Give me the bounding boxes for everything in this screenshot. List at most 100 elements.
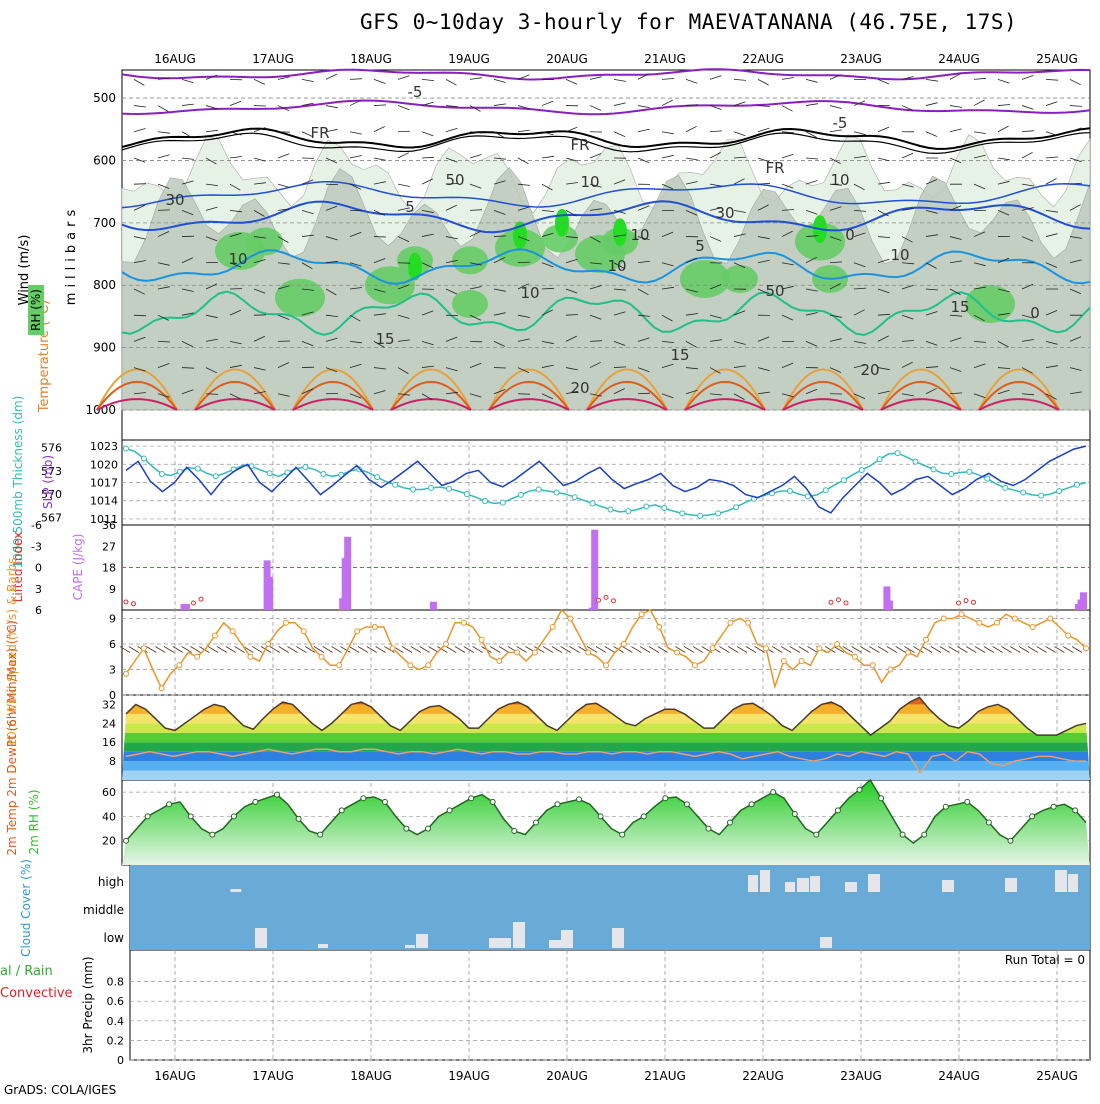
rh-line-marker — [1051, 804, 1056, 809]
surface-wind-barb — [499, 647, 509, 653]
cloud-low-bar — [318, 944, 328, 948]
contour-label: 50 — [445, 171, 464, 189]
wind-speed-line-marker — [195, 654, 200, 659]
wind-tick-label: 3 — [109, 664, 116, 677]
cloud-high-bar — [785, 882, 795, 892]
rh-area-70 — [275, 279, 325, 317]
thickness-line-marker — [429, 485, 434, 490]
millibars-label-wrap: millibars — [64, 205, 79, 305]
run-total-label: Run Total = 0 — [1005, 953, 1085, 967]
wind-barb — [566, 79, 577, 84]
surface-wind-barb — [146, 647, 156, 653]
thickness-line-marker — [895, 451, 900, 456]
rh-line-marker — [231, 814, 236, 819]
wind-barb — [398, 131, 410, 132]
wind-speed-line-marker — [941, 616, 946, 621]
rh-tick-label: 60 — [102, 786, 116, 799]
wind-barb — [926, 132, 937, 137]
wind-barb — [830, 106, 842, 109]
li-marker — [124, 600, 128, 604]
wind-barb — [758, 106, 770, 107]
surface-wind-barb — [1054, 647, 1064, 653]
thickness-line-marker — [877, 457, 882, 462]
surface-wind-barb — [191, 647, 201, 653]
cape-bar — [886, 601, 893, 610]
top-date-label: 22AUG — [742, 52, 784, 66]
li-tick-label: 3 — [35, 583, 42, 596]
surface-wind-barb — [649, 647, 659, 653]
rh-line-marker — [490, 799, 495, 804]
wind-barb — [350, 132, 362, 134]
thickness-line-marker — [124, 446, 129, 451]
wind-speed-line-marker — [319, 654, 324, 659]
wind-barb — [278, 154, 289, 158]
contour-label: FR — [310, 124, 329, 142]
thickness-line-marker — [859, 468, 864, 473]
precip-axis-label-wrap: 3hr Precip (mm) — [81, 956, 95, 1053]
thickness-line-marker — [608, 507, 613, 512]
wind-barb — [326, 106, 338, 108]
wind-barb — [350, 156, 362, 158]
wind-speed-line-marker — [835, 642, 840, 647]
wind-barb — [782, 78, 794, 80]
thickness-tick-label: 567 — [41, 511, 62, 524]
wind-speed-line-marker — [675, 650, 680, 655]
wind-speed-line-marker — [657, 625, 662, 630]
rh-line-marker — [124, 838, 129, 843]
wind-barb — [278, 184, 290, 187]
rh-area-70 — [452, 290, 488, 318]
surface-wind-barb — [323, 647, 333, 653]
thickness-line-marker — [787, 489, 792, 494]
rh-line-marker — [210, 832, 215, 837]
cloud-high-bar — [1068, 874, 1078, 892]
surface-wind-barb — [155, 647, 165, 653]
wind-barb — [782, 106, 793, 112]
bottom-date-label: 16AUG — [154, 1069, 196, 1083]
temp-axis-label-wrap: 2m Temp 2m DewPt (6hr Min/Max) (°C) — [5, 620, 19, 855]
wind-speed-line-marker — [977, 620, 982, 625]
cape-tick-label: 9 — [109, 583, 116, 596]
wind-speed-line-marker — [124, 671, 129, 676]
wind-speed-line-marker — [817, 646, 822, 651]
surface-wind-barb — [596, 647, 606, 653]
surface-wind-barb — [631, 647, 641, 653]
wind-barb — [422, 79, 434, 80]
precip-total-label: al / Rain — [0, 964, 53, 979]
rh-line-marker — [469, 796, 474, 801]
wind-barb — [134, 129, 146, 132]
thickness-line-marker — [213, 474, 218, 479]
contour-label: 15 — [950, 298, 969, 316]
cloud-level-label: middle — [83, 903, 124, 917]
cloud-low-bar — [549, 940, 561, 948]
wind-barb — [662, 132, 674, 134]
wind-barb — [398, 184, 410, 186]
rh-axis-label-wrap: RH (%) — [28, 285, 44, 335]
wind-barb — [1070, 106, 1082, 107]
thickness-line-marker — [1039, 493, 1044, 498]
cloud-high-bar — [760, 870, 770, 892]
wind-speed-line-marker — [212, 633, 217, 638]
wind-barb — [974, 100, 985, 106]
wind-barb — [518, 130, 530, 132]
rh-line-marker — [814, 832, 819, 837]
surface-wind-barb — [746, 647, 756, 653]
cloud-background — [130, 865, 1090, 950]
top-date-label: 25AUG — [1036, 52, 1078, 66]
surface-wind-barb — [887, 647, 897, 653]
precip-axis-label: 3hr Precip (mm) — [81, 956, 95, 1053]
thickness-line-marker — [967, 469, 972, 474]
surface-wind-barb — [129, 647, 139, 653]
surface-wind-barb — [869, 647, 879, 653]
wind-barb — [158, 132, 170, 133]
cloud-axis-label: Cloud Cover (%) — [19, 859, 33, 957]
rh-line-marker — [965, 799, 970, 804]
surface-wind-barb — [658, 647, 668, 653]
cape-bar — [266, 577, 273, 610]
thickness-line-marker — [913, 459, 918, 464]
wind-barb — [1046, 132, 1057, 136]
wind-barb — [158, 155, 170, 158]
temp-band — [122, 771, 1090, 780]
precip-tick-label: 0.6 — [107, 995, 125, 1008]
cloud-high-bar — [748, 875, 758, 892]
